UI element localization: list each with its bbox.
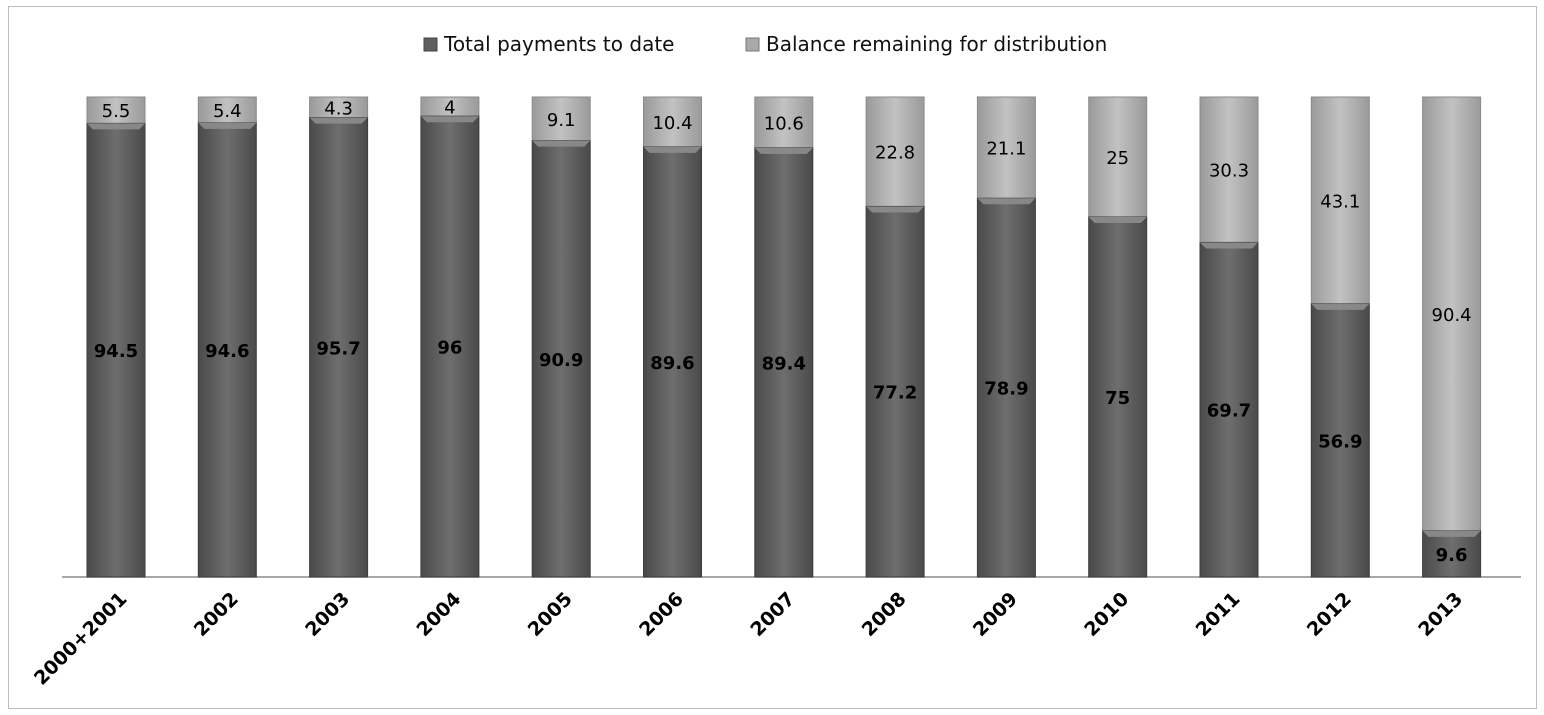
value-label-payments-2006: 89.6	[650, 353, 694, 374]
bar-boundary-2004	[420, 116, 479, 123]
bar-balance-2000+2001	[86, 96, 146, 124]
value-label-payments-2008: 77.2	[873, 383, 917, 404]
x-tick-label-2010: 2010	[1080, 588, 1133, 641]
bar-payments-2011	[1199, 241, 1259, 578]
bar-payments-2013	[1422, 530, 1482, 578]
x-tick-label-2013: 2013	[1414, 588, 1467, 641]
value-label-payments-2012: 56.9	[1318, 431, 1362, 452]
bar-payments-2007	[754, 147, 814, 578]
value-label-payments-2009: 78.9	[984, 379, 1028, 400]
value-label-payments-2003: 95.7	[316, 338, 360, 359]
bar-boundary-2012	[1311, 303, 1370, 310]
bar-balance-2011	[1199, 96, 1259, 243]
bar-boundary-2011	[1200, 242, 1258, 249]
legend: Total payments to date Balance remaining…	[423, 32, 1107, 56]
value-label-balance-2011: 30.3	[1209, 161, 1249, 182]
bar-boundary-2002	[198, 122, 257, 129]
bar-payments-2002	[197, 122, 257, 578]
bar-balance-2010	[1088, 96, 1148, 218]
value-label-balance-2007: 10.6	[764, 113, 804, 134]
bar-boundary-2007	[754, 147, 813, 154]
value-label-balance-2003: 4.3	[324, 98, 353, 119]
bars-group: 94.5 5.5 94.6 5.4 95.7 4.3 96 4 90.9 9.1 89.6 10.4 8…	[86, 96, 1482, 578]
value-label-payments-2005: 90.9	[539, 350, 583, 371]
legend-swatch-balance	[745, 37, 760, 52]
x-tick-label-2005: 2005	[524, 588, 577, 641]
value-label-payments-2007: 89.4	[762, 353, 806, 374]
value-label-payments-2002: 94.6	[205, 341, 249, 362]
bar-payments-2010	[1088, 216, 1148, 578]
value-label-balance-2000+2001: 5.5	[102, 101, 131, 122]
legend-label-balance: Balance remaining for distribution	[766, 32, 1107, 56]
bar-payments-2004	[420, 115, 480, 578]
x-tick-label-2009: 2009	[969, 588, 1022, 641]
x-tick-label-2004: 2004	[412, 588, 465, 641]
bar-balance-2006	[643, 96, 702, 148]
bar-balance-2012	[1310, 96, 1370, 305]
bar-boundary-2008	[866, 206, 925, 213]
legend-label-payments: Total payments to date	[443, 32, 674, 56]
value-label-balance-2012: 43.1	[1320, 191, 1360, 212]
value-label-payments-2000+2001: 94.5	[94, 341, 138, 362]
bar-boundary-2013	[1422, 530, 1481, 537]
bar-payments-2005	[531, 140, 591, 578]
bar-boundary-2005	[532, 140, 591, 147]
value-label-balance-2013: 90.4	[1432, 305, 1472, 326]
x-tick-label-2007: 2007	[746, 588, 799, 641]
value-label-balance-2010: 25	[1106, 148, 1129, 169]
value-label-balance-2004: 4	[444, 98, 455, 119]
bar-boundary-2006	[643, 146, 702, 153]
bar-payments-2006	[643, 146, 702, 578]
bar-payments-2003	[309, 117, 369, 578]
x-tick-labels: 2000+2001 2002 2003 2004 2005 2006 2007 2008 200…	[30, 588, 1467, 690]
bar-balance-2007	[754, 96, 814, 149]
x-tick-label-2006: 2006	[635, 588, 688, 641]
legend-swatch-payments	[423, 37, 438, 52]
x-tick-label-2003: 2003	[301, 588, 354, 641]
bar-boundary-2009	[977, 198, 1036, 205]
x-tick-label-2012: 2012	[1303, 588, 1356, 641]
value-label-balance-2005: 9.1	[547, 110, 576, 131]
x-tick-label-2011: 2011	[1192, 588, 1245, 641]
x-tick-label-2008: 2008	[858, 588, 911, 641]
value-label-payments-2010: 75	[1105, 388, 1130, 409]
bar-boundary-2003	[309, 117, 368, 124]
value-label-balance-2002: 5.4	[213, 101, 242, 122]
value-label-payments-2011: 69.7	[1207, 401, 1251, 422]
bar-balance-2008	[865, 96, 925, 207]
value-label-payments-2013: 9.6	[1436, 545, 1468, 566]
value-label-balance-2008: 22.8	[875, 143, 915, 164]
bar-boundary-2010	[1088, 217, 1147, 223]
bar-balance-2013	[1422, 96, 1482, 532]
value-label-payments-2004: 96	[437, 338, 462, 359]
value-label-balance-2009: 21.1	[986, 139, 1026, 160]
bar-boundary-2000+2001	[87, 123, 145, 130]
value-label-balance-2006: 10.4	[652, 113, 692, 134]
bar-balance-2009	[976, 96, 1036, 199]
x-tick-label-2002: 2002	[190, 588, 243, 641]
x-tick-label-2000+2001: 2000+2001	[30, 588, 132, 690]
bar-payments-2008	[865, 205, 925, 578]
